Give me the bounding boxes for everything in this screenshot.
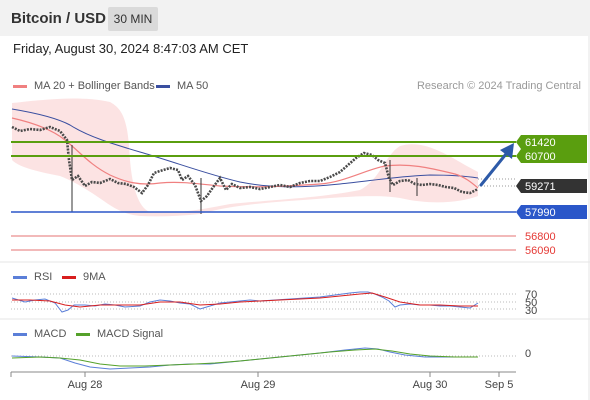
legend-ma50: MA 50: [156, 80, 208, 92]
bollinger-band: [12, 98, 478, 217]
x-tick-label: Aug 28: [68, 379, 103, 391]
macd-swatch-icon: [13, 332, 27, 336]
legend-ma50-label: MA 50: [177, 80, 209, 92]
legend-rsi-label: RSI: [34, 271, 53, 283]
interval-selector[interactable]: 30 MIN: [108, 7, 158, 31]
rsi-line: [11, 291, 479, 313]
timestamp: Friday, August 30, 2024 8:47:03 AM CET: [13, 41, 249, 56]
macd-signal-swatch-icon: [76, 332, 90, 336]
rsi-level-50-label: 50: [525, 297, 537, 309]
pair-title: Bitcoin / USD: [11, 10, 107, 27]
legend-rsi: RSI: [13, 271, 52, 283]
legend-rsi-ma-label: 9MA: [83, 271, 106, 283]
rsi-level-30-label: 30: [525, 305, 537, 317]
forecast-arrow-icon: [479, 143, 514, 187]
legend-macd-signal: MACD Signal: [76, 328, 163, 340]
x-tick-label: Sep 5: [485, 379, 514, 391]
rsi-ma-swatch-icon: [62, 275, 76, 279]
legend-macd-signal-label: MACD Signal: [97, 328, 164, 340]
ma20-swatch-icon: [13, 84, 27, 88]
legend-macd: MACD: [13, 328, 66, 340]
x-tick-label: Aug 29: [241, 379, 276, 391]
pivot-label: 57990: [525, 207, 556, 219]
rsi-level-70-label: 70: [525, 289, 537, 301]
research-credit: Research © 2024 Trading Central: [416, 80, 581, 92]
resistance-1-label: 61420: [525, 137, 556, 149]
chart-header: Bitcoin / USD 30 MIN: [0, 0, 590, 36]
ma50-line: [11, 108, 479, 188]
macd-zero-label: 0: [525, 348, 531, 360]
x-tick-label: Aug 30: [413, 379, 448, 391]
rsi-swatch-icon: [13, 275, 27, 279]
rsi-ma-line: [12, 292, 478, 308]
resistance-2-badge: [516, 149, 587, 163]
ma20-line: [11, 117, 479, 189]
macd-signal-line: [11, 348, 478, 367]
pivot-badge: [516, 205, 587, 219]
macd-line: [11, 347, 478, 370]
support-2-label: 56090: [525, 245, 556, 257]
legend-macd-label: MACD: [34, 328, 67, 340]
resistance-2-label: 60700: [525, 151, 556, 163]
resistance-1-badge: [516, 135, 587, 149]
legend-ma20-label: MA 20 + Bollinger Bands: [34, 80, 155, 92]
legend-ma20: MA 20 + Bollinger Bands: [13, 80, 155, 92]
legend-rsi-ma: 9MA: [62, 271, 106, 283]
support-1-label: 56800: [525, 231, 556, 243]
current-price-label: 59271: [525, 181, 556, 193]
current-price-badge: [516, 179, 587, 193]
ma50-swatch-icon: [156, 84, 170, 88]
